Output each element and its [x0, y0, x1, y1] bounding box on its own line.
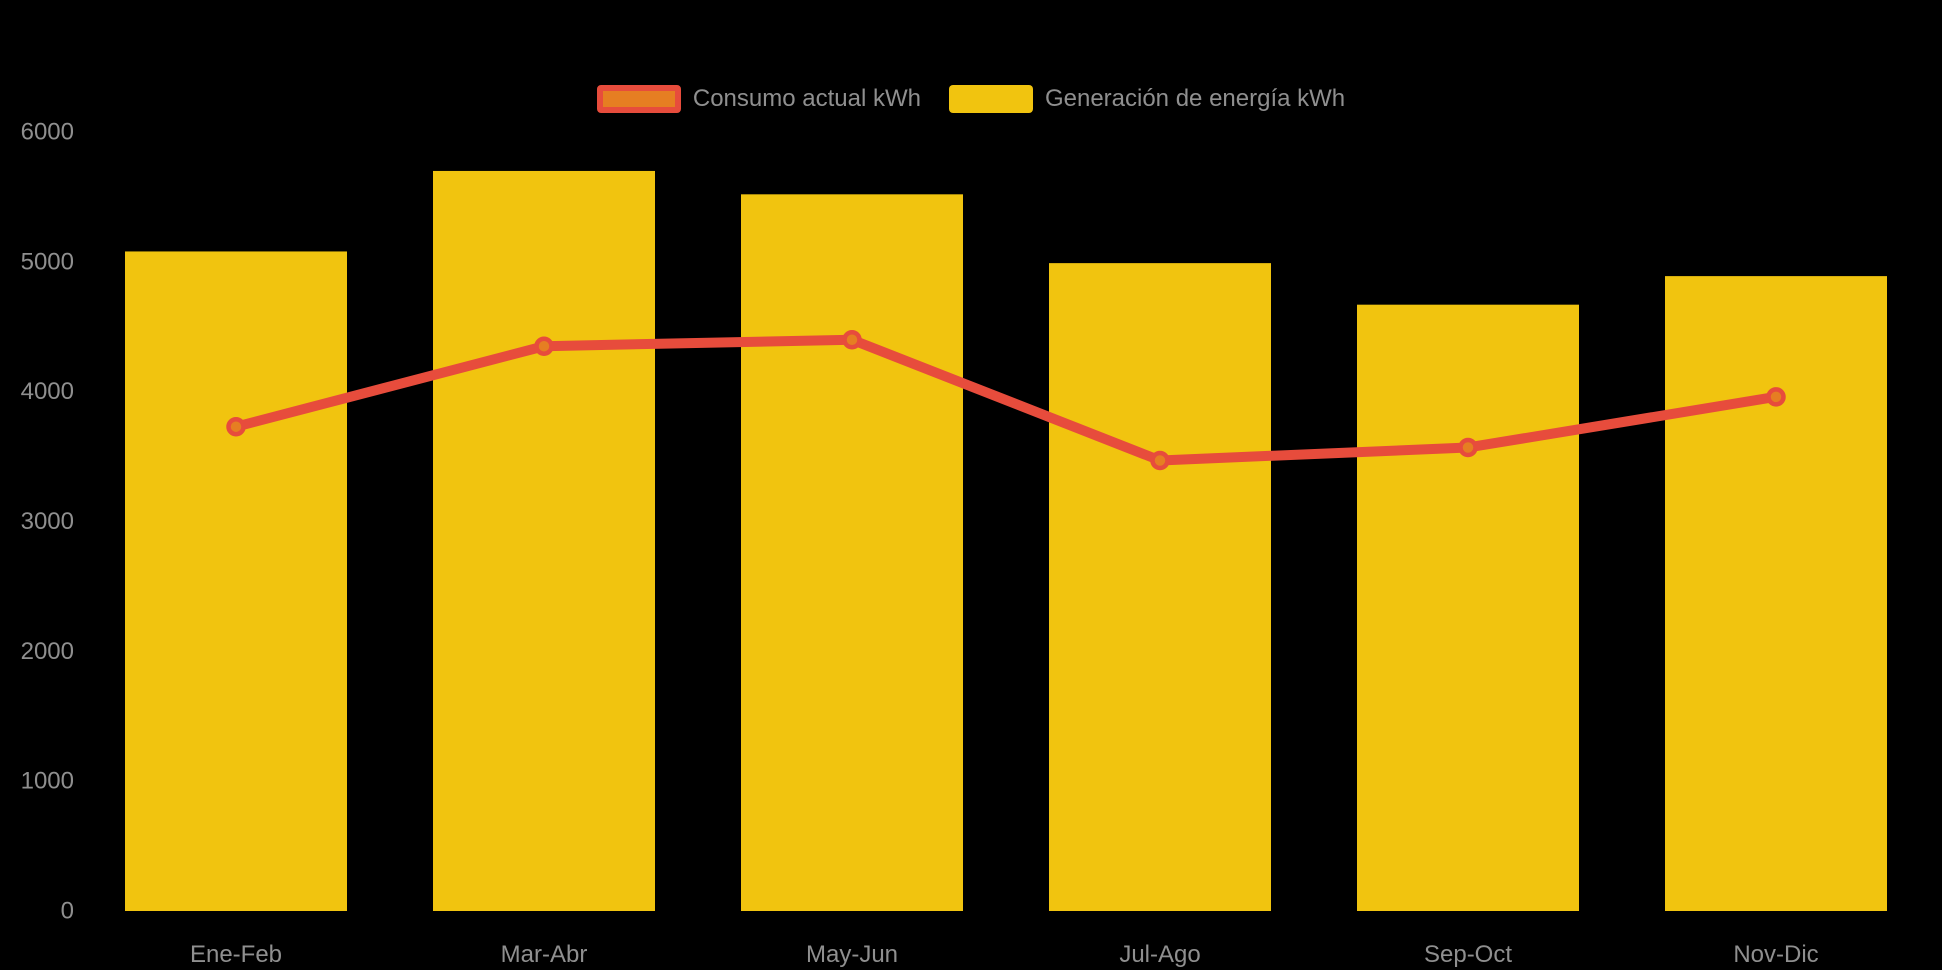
- legend-item-consumo[interactable]: Consumo actual kWh: [596, 85, 921, 113]
- bar-jul-ago: [1049, 263, 1271, 911]
- bar-series-legend-marker-icon: [948, 85, 1033, 113]
- bar-mar-abr: [433, 170, 655, 911]
- line-point-mar-abr: [534, 336, 554, 356]
- x-axis-label-jul-ago: Jul-Ago: [1119, 941, 1200, 968]
- y-axis-tick-label-4000: 4000: [21, 378, 74, 405]
- y-axis-tick-label-6000: 6000: [21, 119, 74, 146]
- x-axis-label-may-jun: May-Jun: [806, 941, 898, 968]
- line-point-nov-dic: [1766, 387, 1786, 407]
- bar-may-jun: [741, 194, 963, 911]
- legend: Consumo actual kWh Generación de energía…: [0, 85, 1942, 113]
- x-axis-label-sep-oct: Sep-Oct: [1424, 941, 1512, 968]
- line-point-sep-oct: [1458, 437, 1478, 458]
- line-point-jul-ago: [1150, 450, 1170, 471]
- y-axis-tick-label-1000: 1000: [21, 768, 74, 795]
- line-series-legend-marker-icon: [596, 85, 681, 113]
- legend-item-generacion[interactable]: Generación de energía kWh: [948, 85, 1346, 113]
- line-point-may-jun: [842, 329, 862, 350]
- y-axis-tick-label-0: 0: [61, 898, 74, 925]
- x-axis-label-mar-abr: Mar-Abr: [501, 941, 588, 968]
- bar-nov-dic: [1665, 276, 1887, 911]
- legend-label-generacion: Generación de energía kWh: [1044, 85, 1346, 112]
- consumption-line: [231, 334, 1781, 466]
- y-axis-tick-label-3000: 3000: [21, 508, 74, 535]
- line-point-ene-feb: [226, 416, 246, 437]
- bar-ene-feb: [125, 251, 347, 912]
- bar-sep-oct: [1357, 304, 1579, 911]
- x-axis-label-ene-feb: Ene-Feb: [190, 941, 282, 968]
- y-axis-tick-label-5000: 5000: [21, 248, 74, 275]
- legend-label-consumo: Consumo actual kWh: [692, 85, 921, 112]
- x-axis-label-nov-dic: Nov-Dic: [1733, 941, 1818, 968]
- y-axis-tick-label-2000: 2000: [21, 638, 74, 665]
